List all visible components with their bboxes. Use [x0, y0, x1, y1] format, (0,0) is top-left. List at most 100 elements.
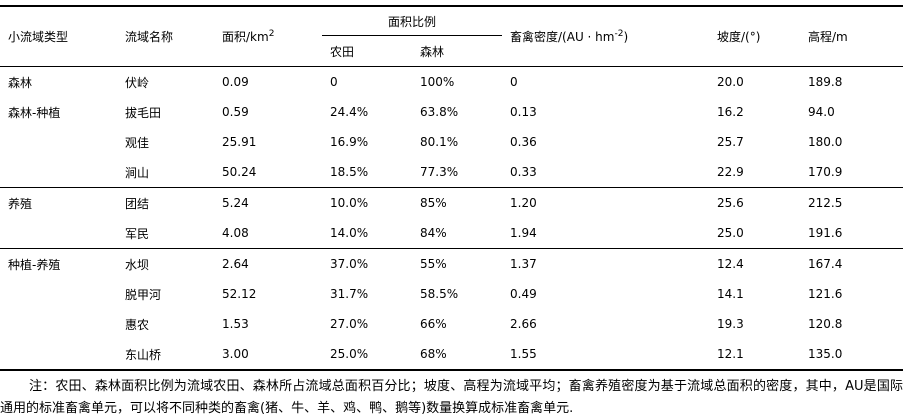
header-density-superscript: -2 [614, 29, 624, 39]
table-row: 军民 4.08 14.0% 84% 1.94 25.0 191.6 [0, 218, 903, 249]
farmland-ratio-cell: 25.0% [330, 347, 369, 361]
elevation-cell: 180.0 [808, 135, 843, 149]
header-slope: 坡度/(°) [709, 6, 801, 67]
slope-cell: 25.7 [717, 135, 744, 149]
watershed-name-cell: 团结 [117, 187, 214, 218]
farmland-ratio-cell: 14.0% [330, 226, 369, 240]
area-cell: 25.91 [222, 135, 257, 149]
elevation-cell: 94.0 [808, 105, 835, 119]
forest-ratio-cell: 66% [420, 317, 447, 331]
watershed-name-cell: 涧山 [125, 165, 150, 180]
header-row-top: 小流域类型 流域名称 面积/km2 面积比例 畜禽密度/(AU · hm-2) … [0, 6, 903, 67]
elevation-cell: 212.5 [800, 187, 903, 218]
table-header: 小流域类型 流域名称 面积/km2 面积比例 畜禽密度/(AU · hm-2) … [0, 6, 903, 67]
watershed-type-cell [0, 218, 117, 249]
elevation-cell: 167.4 [800, 248, 903, 279]
farmland-ratio-cell: 31.7% [330, 287, 369, 301]
watershed-type-cell [0, 309, 117, 339]
header-farmland: 农田 [322, 35, 412, 67]
header-density-close-paren: ) [623, 30, 629, 44]
density-cell: 1.37 [502, 248, 710, 279]
farmland-ratio-cell: 24.4% [330, 105, 369, 119]
watershed-name-cell: 军民 [125, 226, 150, 241]
farmland-ratio-cell: 0 [330, 75, 338, 89]
header-area-text: 面积/km [222, 30, 269, 44]
forest-ratio-cell: 100% [420, 75, 455, 89]
slope-cell: 19.3 [717, 317, 744, 331]
watershed-table: 小流域类型 流域名称 面积/km2 面积比例 畜禽密度/(AU · hm-2) … [0, 5, 903, 371]
slope-cell: 22.9 [717, 165, 744, 179]
slope-cell: 25.0 [717, 226, 744, 240]
farmland-ratio-cell: 27.0% [330, 317, 369, 331]
forest-ratio-cell: 77.3% [420, 165, 459, 179]
table-row: 养殖 团结 5.24 10.0% 85% 1.20 25.6 212.5 [0, 187, 903, 218]
density-cell: 0 [510, 75, 518, 89]
density-cell: 0.33 [510, 165, 537, 179]
header-row-sub: 农田 森林 [0, 35, 903, 67]
elevation-cell: 121.6 [808, 287, 843, 301]
farmland-ratio-cell: 10.0% [322, 187, 412, 218]
forest-ratio-cell: 58.5% [420, 287, 459, 301]
area-cell: 52.12 [222, 287, 257, 301]
elevation-cell: 170.9 [808, 165, 843, 179]
watershed-name-cell: 伏岭 [125, 75, 150, 90]
table-row: 脱甲河 52.12 31.7% 58.5% 0.49 14.1 121.6 [0, 279, 903, 309]
table-row: 涧山 50.24 18.5% 77.3% 0.33 22.9 170.9 [0, 157, 903, 188]
watershed-type-cell: 森林 [8, 75, 33, 90]
watershed-type-cell: 森林-种植 [8, 105, 61, 120]
area-cell: 50.24 [222, 165, 257, 179]
watershed-type-cell: 种植-养殖 [0, 248, 117, 279]
forest-ratio-cell: 68% [420, 347, 447, 361]
table-footnote: 注：农田、森林面积比例为流域农田、森林所占流域总面积百分比；坡度、高程为流域平均… [0, 379, 903, 416]
forest-ratio-cell: 84% [420, 226, 447, 240]
header-area-superscript: 2 [268, 29, 275, 39]
density-cell: 1.94 [510, 226, 537, 240]
farmland-ratio-cell: 16.9% [330, 135, 369, 149]
header-watershed-name: 流域名称 [117, 6, 214, 67]
table-row: 种植-养殖 水坝 2.64 37.0% 55% 1.37 12.4 167.4 [0, 248, 903, 279]
slope-cell: 16.2 [717, 105, 744, 119]
slope-cell: 12.1 [717, 347, 744, 361]
watershed-type-cell: 养殖 [0, 187, 117, 218]
header-density-text: 畜禽密度/(AU · hm [510, 30, 615, 44]
elevation-cell: 191.6 [808, 226, 843, 240]
watershed-name-cell: 水坝 [117, 248, 214, 279]
area-cell: 0.59 [222, 105, 249, 119]
table-row: 观佳 25.91 16.9% 80.1% 0.36 25.7 180.0 [0, 127, 903, 157]
elevation-cell: 189.8 [808, 75, 843, 89]
density-cell: 0.13 [510, 105, 537, 119]
forest-ratio-cell: 55% [412, 248, 503, 279]
header-livestock-density: 畜禽密度/(AU · hm-2) [502, 6, 710, 67]
watershed-name-cell: 观佳 [125, 135, 150, 150]
area-cell: 1.53 [222, 317, 249, 331]
watershed-type-cell [0, 157, 117, 188]
forest-ratio-cell: 85% [412, 187, 503, 218]
header-area: 面积/km2 [214, 6, 322, 67]
forest-ratio-cell: 80.1% [420, 135, 459, 149]
density-cell: 2.66 [510, 317, 537, 331]
density-cell: 1.55 [510, 347, 537, 361]
watershed-name-cell: 脱甲河 [125, 287, 162, 302]
watershed-type-cell [0, 127, 117, 157]
area-cell: 3.00 [222, 347, 249, 361]
header-forest: 森林 [412, 35, 503, 67]
slope-cell: 14.1 [717, 287, 744, 301]
slope-cell: 25.6 [709, 187, 801, 218]
watershed-name-cell: 东山桥 [125, 347, 162, 362]
table-body: 森林 伏岭 0.09 0 100% 0 20.0 189.8 森林-种植 拔毛田… [0, 67, 903, 371]
area-cell: 2.64 [214, 248, 322, 279]
density-cell: 0.49 [510, 287, 537, 301]
slope-cell: 12.4 [709, 248, 801, 279]
header-elevation: 高程/m [800, 6, 903, 67]
table-row: 惠农 1.53 27.0% 66% 2.66 19.3 120.8 [0, 309, 903, 339]
slope-cell: 20.0 [717, 75, 744, 89]
farmland-ratio-cell: 37.0% [322, 248, 412, 279]
watershed-type-cell [0, 339, 117, 370]
table-row: 森林-种植 拔毛田 0.59 24.4% 63.8% 0.13 16.2 94.… [0, 97, 903, 127]
table-row: 东山桥 3.00 25.0% 68% 1.55 12.1 135.0 [0, 339, 903, 370]
area-cell: 4.08 [222, 226, 249, 240]
watershed-name-cell: 惠农 [125, 317, 150, 332]
area-cell: 5.24 [214, 187, 322, 218]
